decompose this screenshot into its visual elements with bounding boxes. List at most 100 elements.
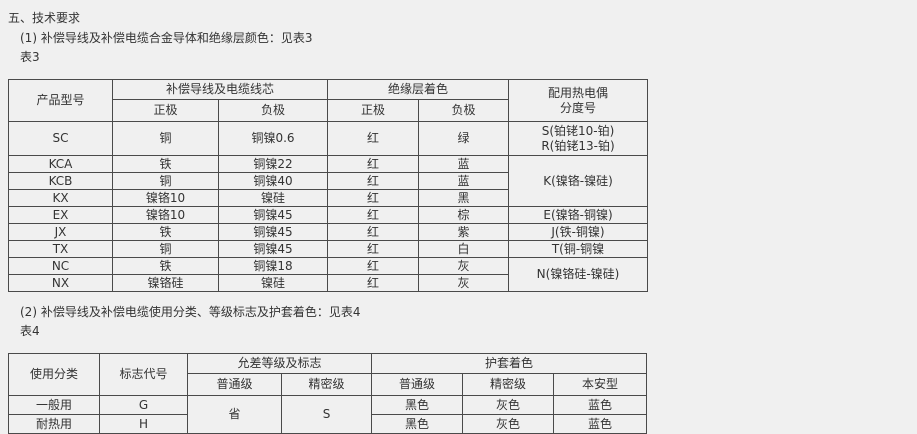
t3-cell-core-pos: 镍铬10 — [112, 206, 219, 224]
t4-header-sheath-intrinsic: 本安型 — [553, 373, 647, 396]
item-1-text: (1) 补偿导线及补偿电缆合金导体和绝缘层颜色：见表3 — [20, 31, 313, 45]
t3-cell-model: KX — [8, 189, 113, 207]
t4-cell-sheath-precision: 灰色 — [462, 414, 554, 434]
t3-header-core-group: 补偿导线及电缆线芯 — [112, 79, 328, 100]
table4-header-row-1: 使用分类 标志代号 允差等级及标志 护套着色 — [8, 353, 647, 396]
t4-cell-usage: 一般用 — [8, 395, 100, 415]
t3-cell-core-pos: 镍铬硅 — [112, 274, 219, 292]
t3-cell-core-neg: 镍硅 — [218, 189, 328, 207]
table-row-ex: EX 镍铬10 铜镍45 红 棕 E(镍铬-铜镍) — [8, 206, 648, 224]
t3-cell-model: SC — [8, 121, 113, 156]
t4-header-sheath-precision: 精密级 — [462, 373, 554, 396]
t3-cell-thermocouple: K(镍铬-镍硅) — [508, 155, 648, 207]
t3-cell-core-neg: 镍硅 — [218, 274, 328, 292]
item-2-text: (2) 补偿导线及补偿电缆使用分类、等级标志及护套着色：见表4 — [20, 305, 361, 319]
t3-cell-model: TX — [8, 240, 113, 258]
t4-header-sheath-ordinary: 普通级 — [371, 373, 463, 396]
t3-cell-ins-pos: 红 — [327, 240, 419, 258]
t3-cell-ins-pos: 红 — [327, 155, 419, 173]
t4-header-tolerance-group: 允差等级及标志 — [187, 353, 372, 374]
t3-cell-ins-pos: 红 — [327, 257, 419, 275]
t3-cell-thermocouple: J(铁-铜镍) — [508, 223, 648, 241]
t3-cell-core-neg: 铜镍40 — [218, 172, 328, 190]
t3-header-core-negative: 负极 — [218, 99, 328, 122]
t3-cell-core-pos: 铜 — [112, 240, 219, 258]
t4-cell-sheath-precision: 灰色 — [462, 395, 554, 415]
t3-cell-model: EX — [8, 206, 113, 224]
t3-cell-ins-neg: 黑 — [418, 189, 509, 207]
t3-header-insulation-group: 绝缘层着色 — [327, 79, 509, 100]
t4-cell-tolerance-ordinary-mark: 省 — [187, 395, 282, 434]
t4-cell-sheath-ordinary: 黑色 — [371, 414, 463, 434]
table3-header-row-1: 产品型号 补偿导线及电缆线芯 绝缘层着色 配用热电偶 分度号 — [8, 79, 648, 122]
t3-cell-model: KCA — [8, 155, 113, 173]
t3-thermocouple-line2: R(铂铑13-铂) — [541, 138, 615, 153]
t3-cell-core-neg: 铜镍45 — [218, 240, 328, 258]
t3-cell-core-pos: 镍铬10 — [112, 189, 219, 207]
t3-header-insulation-negative: 负极 — [418, 99, 509, 122]
t3-cell-ins-neg: 灰 — [418, 257, 509, 275]
section-heading: 五、技术要求 — [8, 11, 81, 25]
table-row-kca: KCA 铁 铜镍22 红 蓝 K(镍铬-镍硅) — [8, 155, 648, 207]
t3-cell-ins-neg: 紫 — [418, 223, 509, 241]
t3-cell-ins-pos: 红 — [327, 172, 419, 190]
t3-cell-thermocouple: T(铜-铜镍 — [508, 240, 648, 258]
t3-cell-model: KCB — [8, 172, 113, 190]
t3-cell-model: NC — [8, 257, 113, 275]
t3-header-product-model: 产品型号 — [8, 79, 113, 122]
table4: 使用分类 标志代号 允差等级及标志 护套着色 普通级 精密级 普通级 精密级 本… — [8, 353, 647, 434]
t4-header-tolerance-ordinary: 普通级 — [187, 373, 282, 396]
t3-cell-ins-neg: 蓝 — [418, 155, 509, 173]
table3: 产品型号 补偿导线及电缆线芯 绝缘层着色 配用热电偶 分度号 正极 负极 正极 … — [8, 79, 648, 292]
t3-cell-core-pos: 铜 — [112, 172, 219, 190]
t3-cell-ins-neg: 棕 — [418, 206, 509, 224]
table-row-nc: NC 铁 铜镍18 红 灰 N(镍铬硅-镍硅) — [8, 257, 648, 292]
t3-cell-ins-neg: 灰 — [418, 274, 509, 292]
t3-cell-ins-neg: 绿 — [418, 121, 509, 156]
table4-header-row-2: 普通级 精密级 普通级 精密级 本安型 — [9, 373, 647, 396]
table-row-general-use: 一般用 G 省 S 黑色 灰色 蓝色 — [8, 395, 647, 434]
t3-header-insulation-positive: 正极 — [327, 99, 419, 122]
table-row-sc: SC 铜 铜镍0.6 红 绿 S(铂铑10-铂) R(铂铑13-铂) — [8, 121, 648, 156]
t3-header-thermocouple: 配用热电偶 分度号 — [508, 79, 648, 122]
t4-cell-usage: 耐热用 — [8, 414, 100, 434]
t3-cell-ins-pos: 红 — [327, 206, 419, 224]
t3-cell-thermocouple: N(镍铬硅-镍硅) — [508, 257, 648, 292]
t3-cell-core-neg: 铜镍22 — [218, 155, 328, 173]
t3-cell-core-neg: 铜镍18 — [218, 257, 328, 275]
t3-cell-core-neg: 铜镍0.6 — [218, 121, 328, 156]
t3-header-thermocouple-line2: 分度号 — [559, 100, 596, 115]
t3-cell-ins-neg: 蓝 — [418, 172, 509, 190]
table-row-nx: NX 镍铬硅 镍硅 红 灰 — [8, 274, 648, 292]
t3-cell-ins-pos: 红 — [327, 189, 419, 207]
t4-cell-code: H — [99, 414, 188, 434]
t4-header-sheath-group: 护套着色 — [371, 353, 647, 374]
t3-thermocouple-line1: S(铂铑10-铂) — [541, 123, 615, 138]
t4-cell-tolerance-precision-mark: S — [281, 395, 372, 434]
t4-cell-sheath-intrinsic: 蓝色 — [553, 395, 647, 415]
t3-cell-core-neg: 铜镍45 — [218, 206, 328, 224]
t3-cell-core-pos: 铁 — [112, 155, 219, 173]
t3-cell-thermocouple: E(镍铬-铜镍) — [508, 206, 648, 224]
t3-cell-ins-pos: 红 — [327, 274, 419, 292]
t4-cell-code: G — [99, 395, 188, 415]
t3-cell-core-pos: 铁 — [112, 257, 219, 275]
t4-cell-sheath-ordinary: 黑色 — [371, 395, 463, 415]
t3-cell-core-pos: 铜 — [112, 121, 219, 156]
t4-cell-sheath-intrinsic: 蓝色 — [553, 414, 647, 434]
table-row-tx: TX 铜 铜镍45 红 白 T(铜-铜镍 — [8, 240, 648, 258]
t4-header-mark-code: 标志代号 — [99, 353, 188, 396]
t3-cell-ins-pos: 红 — [327, 121, 419, 156]
table-row-jx: JX 铁 铜镍45 红 紫 J(铁-铜镍) — [8, 223, 648, 241]
t3-header-thermocouple-line1: 配用热电偶 — [547, 85, 608, 100]
t3-cell-thermocouple: S(铂铑10-铂) R(铂铑13-铂) — [508, 121, 648, 156]
table4-label: 表4 — [20, 324, 40, 338]
t3-cell-core-pos: 铁 — [112, 223, 219, 241]
t3-cell-ins-pos: 红 — [327, 223, 419, 241]
t4-header-tolerance-precision: 精密级 — [281, 373, 372, 396]
table3-label: 表3 — [20, 50, 40, 64]
t3-cell-model: NX — [8, 274, 113, 292]
t3-header-core-positive: 正极 — [112, 99, 219, 122]
t4-header-usage-class: 使用分类 — [8, 353, 100, 396]
